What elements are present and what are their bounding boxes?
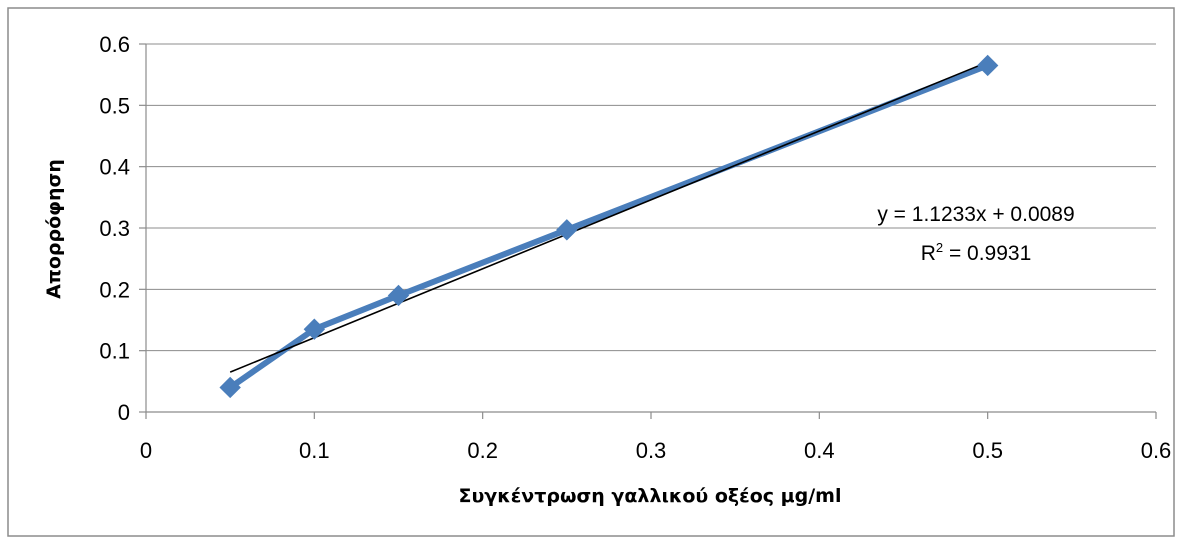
y-tick-label-4: 0.4 [99,155,130,180]
x-tick-labels: 0 0.1 0.2 0.3 0.4 0.5 0.6 [140,438,1171,463]
y-tick-label-0: 0 [118,400,130,425]
y-tick-label-3: 0.3 [99,216,130,241]
data-point-0 [219,376,241,399]
x-tick-label-5: 0.5 [972,438,1003,463]
x-tick-label-6: 0.6 [1141,438,1172,463]
y-axis-title: Απορρόφηση [43,159,65,299]
y-tick-label-5: 0.5 [99,93,130,118]
r-squared-label: R2 = 0.9931 [921,240,1032,265]
x-tick-label-4: 0.4 [804,438,835,463]
y-tick-label-6: 0.6 [99,32,130,57]
y-tick-label-2: 0.2 [99,277,130,302]
trendline-group [219,54,999,399]
y-tick-label-1: 0.1 [99,339,130,364]
data-point-1 [303,318,326,340]
trendline-equation: y = 1.1233x + 0.0089 [877,203,1074,226]
y-tick-labels: 0 0.1 0.2 0.3 0.4 0.5 0.6 [99,32,130,425]
x-tick-label-1: 0.1 [299,438,330,463]
data-point-3 [556,219,578,241]
data-point-2 [387,284,410,307]
chart-border [7,7,1175,537]
x-axis-title: Συγκέντρωση γαλλικού οξέος μg/ml [458,485,841,507]
axes [139,43,1157,419]
gridlines [146,43,1156,352]
x-tick-label-0: 0 [140,438,152,463]
data-point-4 [976,54,999,77]
trendline [229,61,988,373]
x-tick-label-2: 0.2 [467,438,498,463]
x-tick-label-3: 0.3 [636,438,667,463]
